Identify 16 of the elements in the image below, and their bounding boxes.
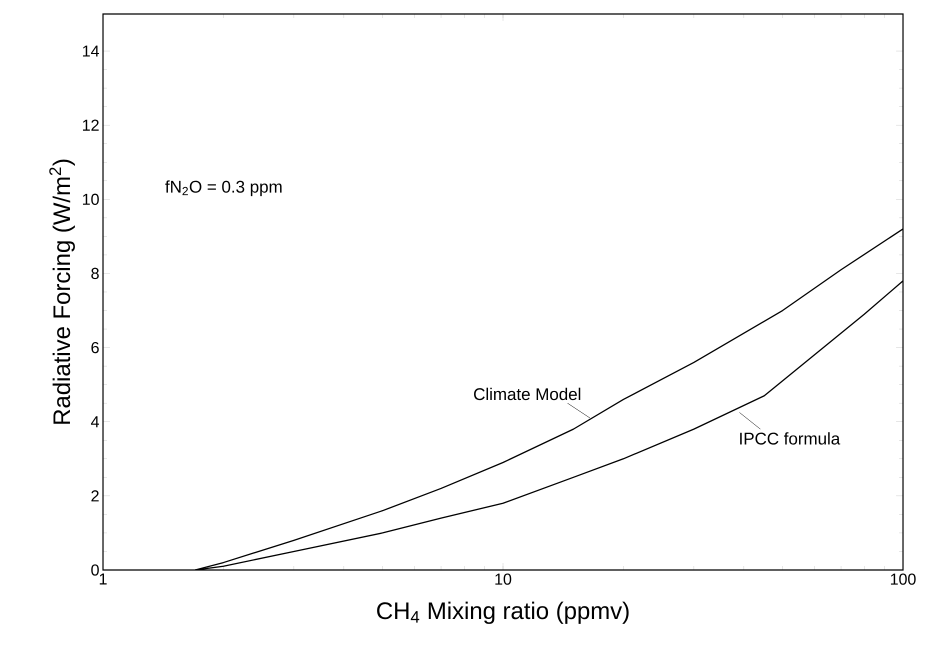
annotation: fN$_{2}$O = 0.3 ppm	[165, 180, 282, 196]
y-tick-label: 14	[82, 46, 100, 57]
y-tick-label: 12	[82, 120, 99, 131]
legend-label: IPCC formula	[740, 432, 840, 445]
x-axis-title: CH$_{4}$ Mixing ratio (ppmv)	[377, 602, 629, 624]
y-tick-label: 2	[91, 490, 99, 502]
y-tick-label: 8	[91, 268, 99, 280]
y-tick-label: 10	[82, 194, 99, 205]
y-tick-label: 0	[91, 564, 99, 576]
y-tick-label: 4	[90, 416, 100, 428]
series-label: Climate Model	[474, 388, 580, 400]
x-tick-label: 100	[890, 574, 916, 585]
x-tick-label: 10	[495, 574, 512, 585]
y-axis-title: Radiative Forcing (W/m$^{2}$)	[49, 160, 75, 424]
x-tick-label: 1	[100, 574, 107, 584]
y-tick-label: 6	[91, 342, 99, 354]
